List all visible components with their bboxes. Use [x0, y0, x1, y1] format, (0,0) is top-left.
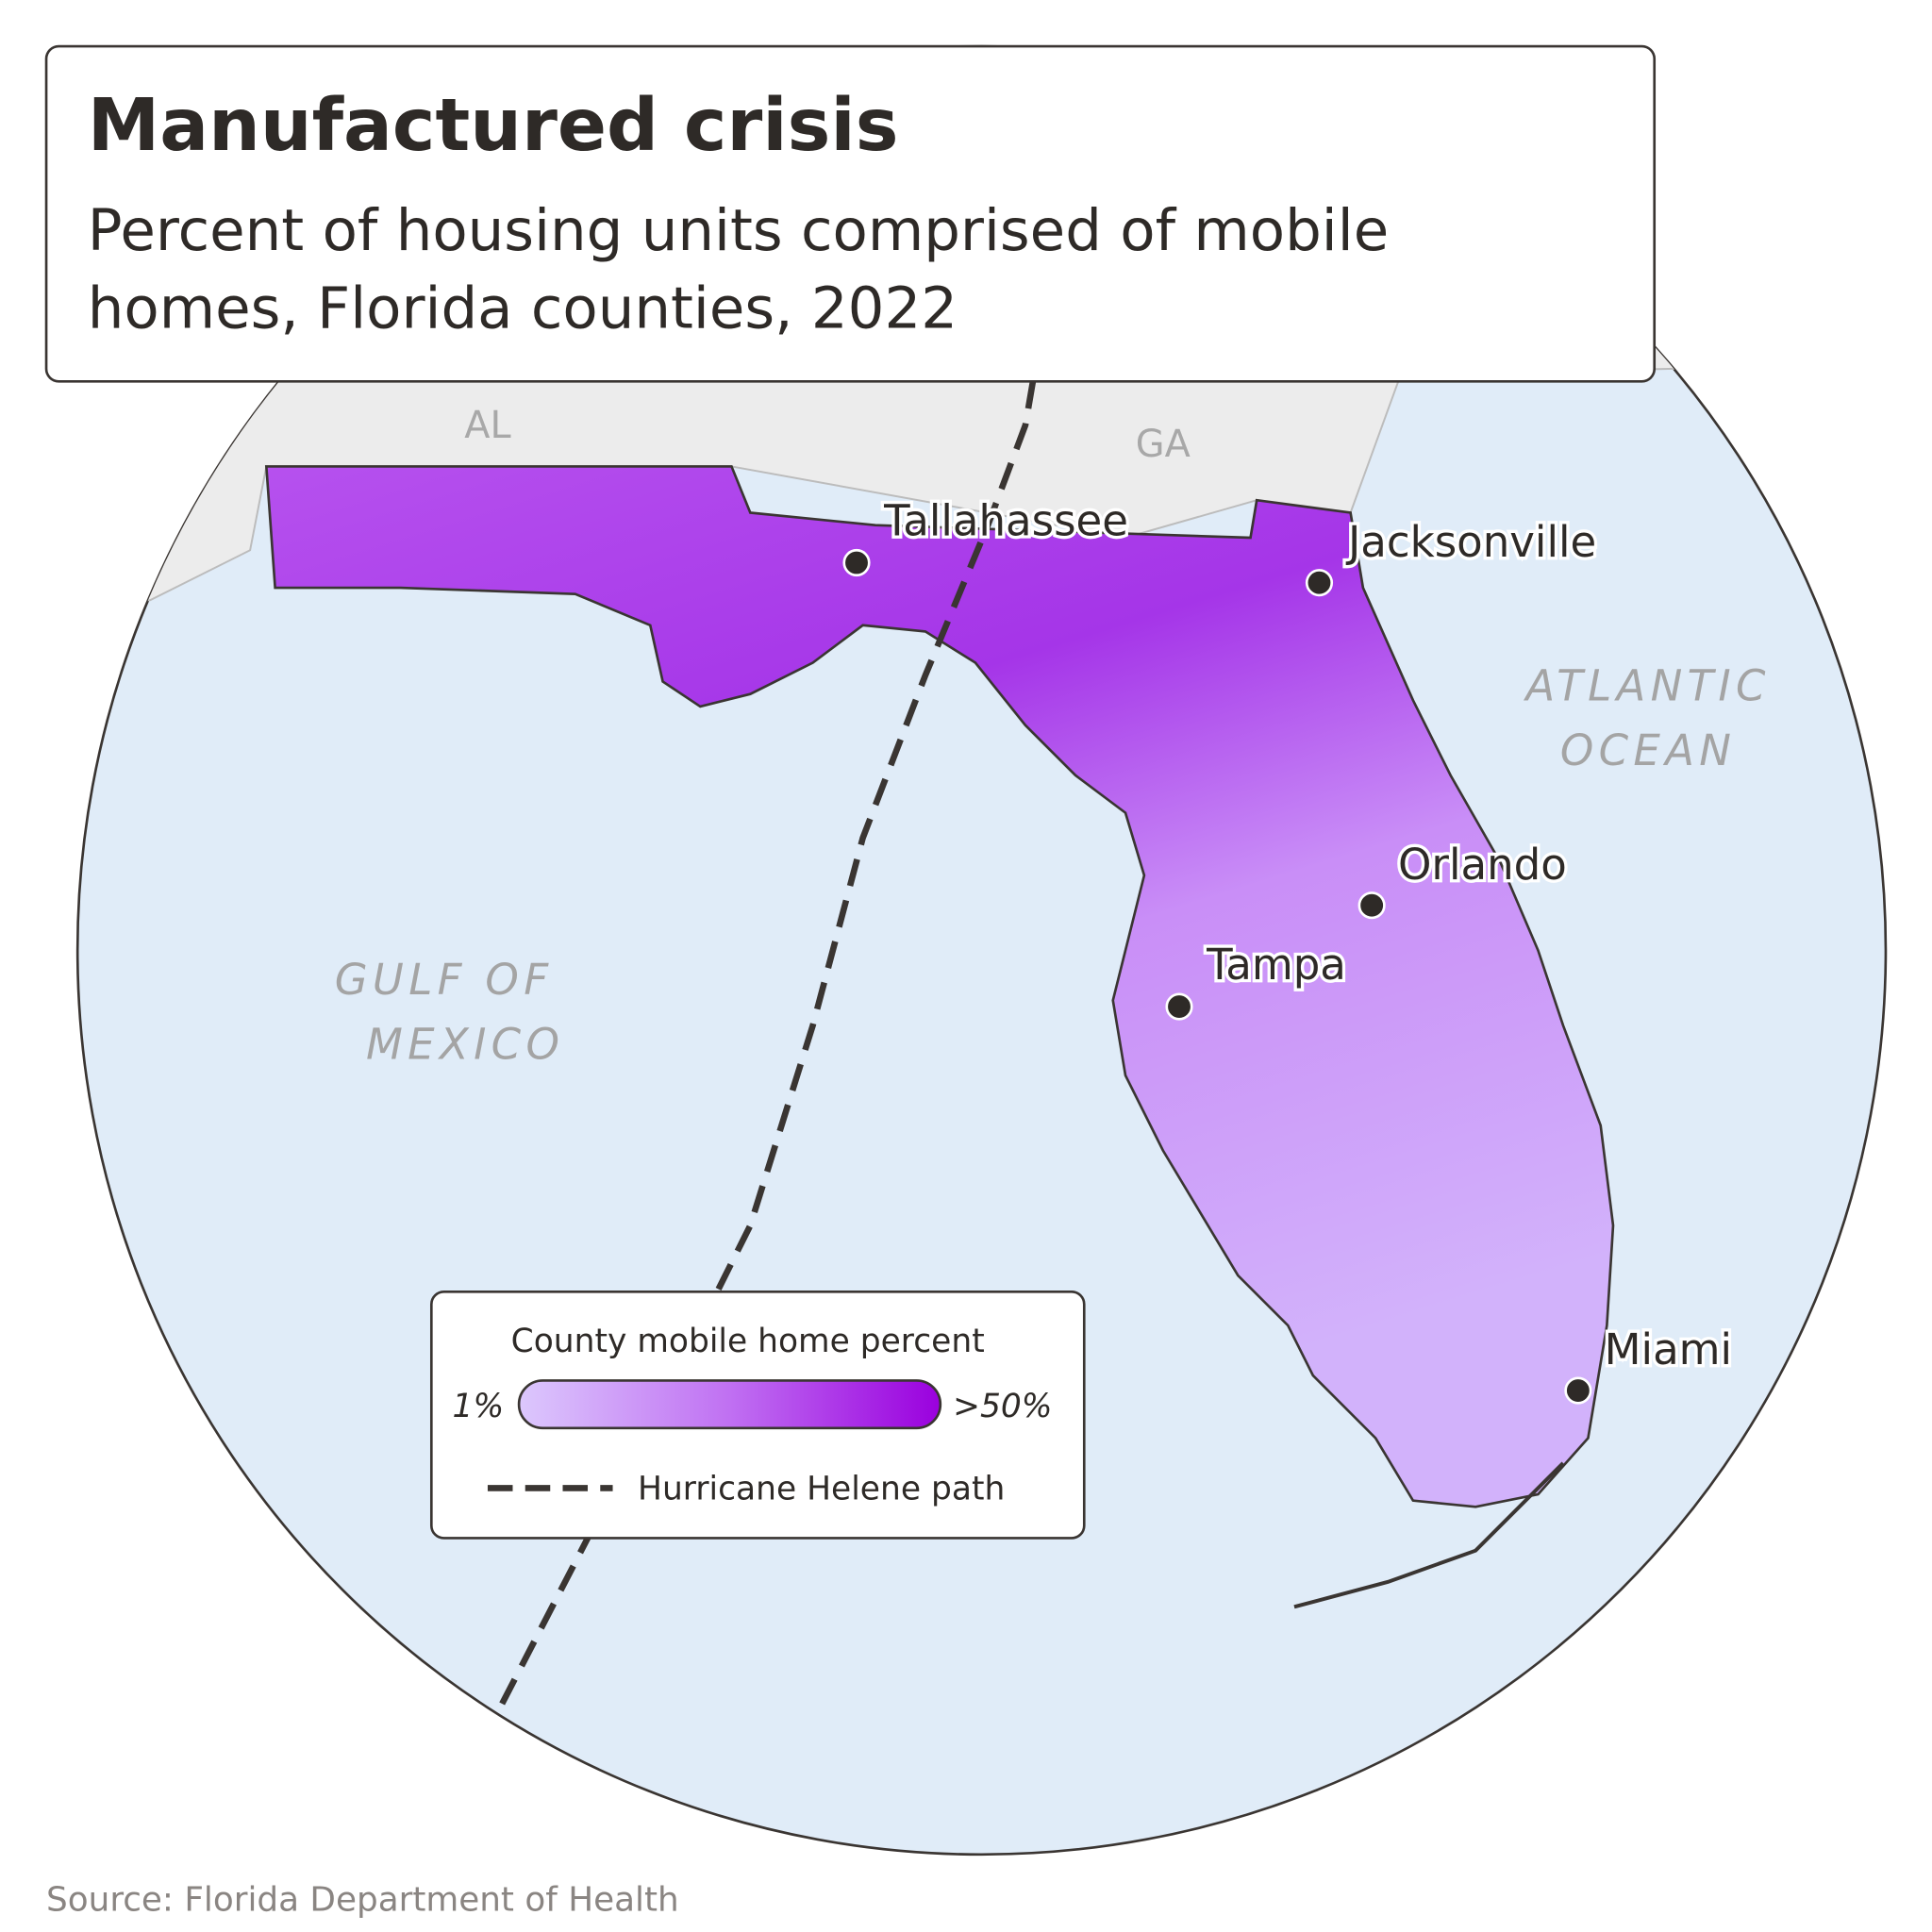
city-label: Tallahassee [883, 495, 1128, 545]
state-label: AL [464, 404, 510, 447]
city-dot [1357, 891, 1386, 920]
water-label: MEXICO [366, 1020, 564, 1070]
city-dot [842, 548, 871, 577]
city-dot [1305, 569, 1334, 597]
city-label: Orlando [1398, 840, 1567, 890]
legend-max: >50% [953, 1388, 1052, 1425]
title: Manufactured crisis [88, 84, 899, 168]
state-label: GA [1136, 423, 1191, 466]
subtitle: homes, Florida counties, 2022 [88, 275, 958, 341]
legend-path-label: Hurricane Helene path [638, 1470, 1005, 1507]
legend: County mobile home percent 1% >50% Hurri… [429, 1290, 1086, 1540]
water-label: ATLANTIC [1523, 660, 1770, 710]
water-label: OCEAN [1560, 725, 1736, 775]
city-label: Miami [1605, 1324, 1732, 1374]
title-box: Manufactured crisis Percent of housing u… [44, 44, 1657, 383]
legend-gradient [517, 1379, 942, 1430]
keys [1293, 1461, 1565, 1609]
water-label: GULF OF [335, 955, 554, 1005]
legend-title: County mobile home percent [511, 1323, 985, 1360]
subtitle: Percent of housing units comprised of mo… [88, 197, 1389, 264]
city-label: Jacksonville [1345, 517, 1596, 567]
title-panel [44, 44, 1657, 383]
city-dot [1564, 1376, 1592, 1405]
florida-counties [264, 465, 1615, 1508]
cities: Tallahassee Jacksonville Orlando Tampa M… [842, 492, 1735, 1405]
source: Source: Florida Department of Health [46, 1880, 679, 1919]
city-dot [1165, 992, 1193, 1021]
city-label: Tampa [1206, 940, 1346, 990]
legend-min: 1% [453, 1388, 505, 1425]
